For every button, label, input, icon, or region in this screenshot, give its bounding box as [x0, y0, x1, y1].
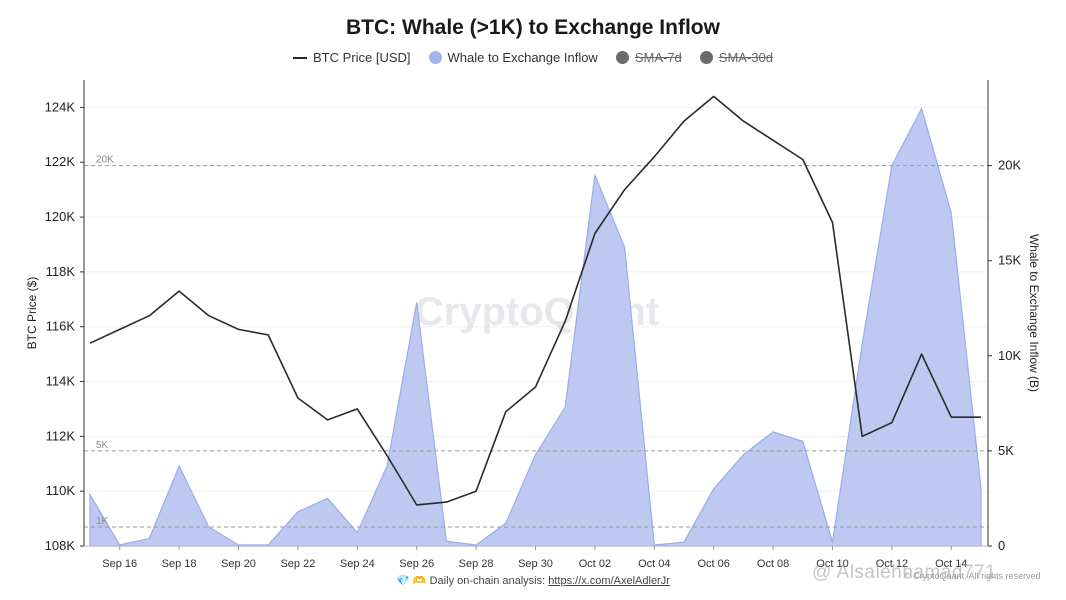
legend-swatch: [293, 56, 307, 59]
footer: 💎 🫶 Daily on-chain analysis: https://x.c…: [0, 574, 1066, 587]
x-tick-label: Oct 02: [579, 558, 611, 570]
y-left-tick-label: 114K: [46, 374, 76, 389]
legend-item[interactable]: Whale to Exchange Inflow: [428, 50, 598, 65]
x-tick-label: Oct 12: [876, 558, 908, 570]
y-left-tick-label: 124K: [45, 99, 76, 114]
legend-swatch: [428, 51, 442, 64]
x-tick-label: Oct 08: [757, 558, 789, 570]
y-left-tick-label: 122K: [45, 154, 76, 169]
reference-line-label: 5K: [96, 440, 109, 451]
x-tick-label: Sep 26: [399, 558, 434, 570]
legend-item[interactable]: SMA-30d: [699, 50, 773, 65]
y-left-axis-label: BTC Price ($): [25, 277, 39, 350]
x-tick-label: Sep 20: [221, 558, 256, 570]
y-right-tick-label: 5K: [998, 443, 1014, 458]
price-line: [89, 95, 981, 506]
y-left-tick-label: 112K: [46, 428, 76, 443]
x-tick-label: Sep 28: [459, 558, 494, 570]
legend-item[interactable]: SMA-7d: [615, 50, 682, 65]
chart-title: BTC: Whale (>1K) to Exchange Inflow: [346, 16, 720, 39]
legend-label: Whale to Exchange Inflow: [447, 50, 598, 65]
y-right-tick-label: 0: [998, 538, 1005, 553]
reference-line-label: 1K: [96, 516, 109, 527]
inflow-area: [89, 106, 982, 547]
legend-label: SMA-7d: [634, 50, 682, 65]
x-tick-label: Oct 04: [638, 558, 670, 570]
y-right-tick-label: 15K: [998, 253, 1021, 268]
legend-label: SMA-30d: [718, 50, 773, 65]
footer-prefix: 💎 🫶 Daily on-chain analysis:: [396, 575, 549, 587]
y-left-tick-label: 108K: [45, 538, 76, 553]
y-left-tick-label: 116K: [46, 319, 76, 334]
x-tick-label: Oct 10: [816, 558, 848, 570]
y-right-tick-label: 10K: [998, 348, 1021, 363]
legend-label: BTC Price [USD]: [313, 50, 411, 65]
x-tick-label: Sep 18: [162, 558, 197, 570]
legend-item[interactable]: BTC Price [USD]: [293, 50, 411, 65]
y-left-tick-label: 120K: [45, 209, 76, 224]
y-right-axis-label: Whale to Exchange Inflow (B): [1027, 234, 1041, 392]
footer-link[interactable]: https://x.com/AxelAdlerJr: [548, 575, 670, 587]
x-tick-label: Sep 16: [102, 558, 137, 570]
legend-swatch: [615, 51, 629, 64]
y-left-tick-label: 110K: [46, 483, 76, 498]
legend: BTC Price [USD] Whale to Exchange Inflow S…: [0, 50, 1066, 65]
copyright-text: © CryptoQuant. All rights reserved: [904, 571, 1041, 581]
x-tick-label: Sep 22: [280, 558, 315, 570]
x-tick-label: Sep 30: [518, 558, 553, 570]
legend-swatch: [699, 51, 713, 64]
x-tick-label: Oct 14: [935, 558, 967, 570]
x-tick-label: Oct 06: [697, 558, 729, 570]
x-tick-label: Sep 24: [340, 558, 375, 570]
reference-line-label: 20K: [96, 155, 114, 166]
overlay-handle: @ Alsalehhamad771: [812, 562, 997, 583]
y-left-tick-label: 118K: [46, 264, 76, 279]
y-right-tick-label: 20K: [998, 158, 1021, 173]
